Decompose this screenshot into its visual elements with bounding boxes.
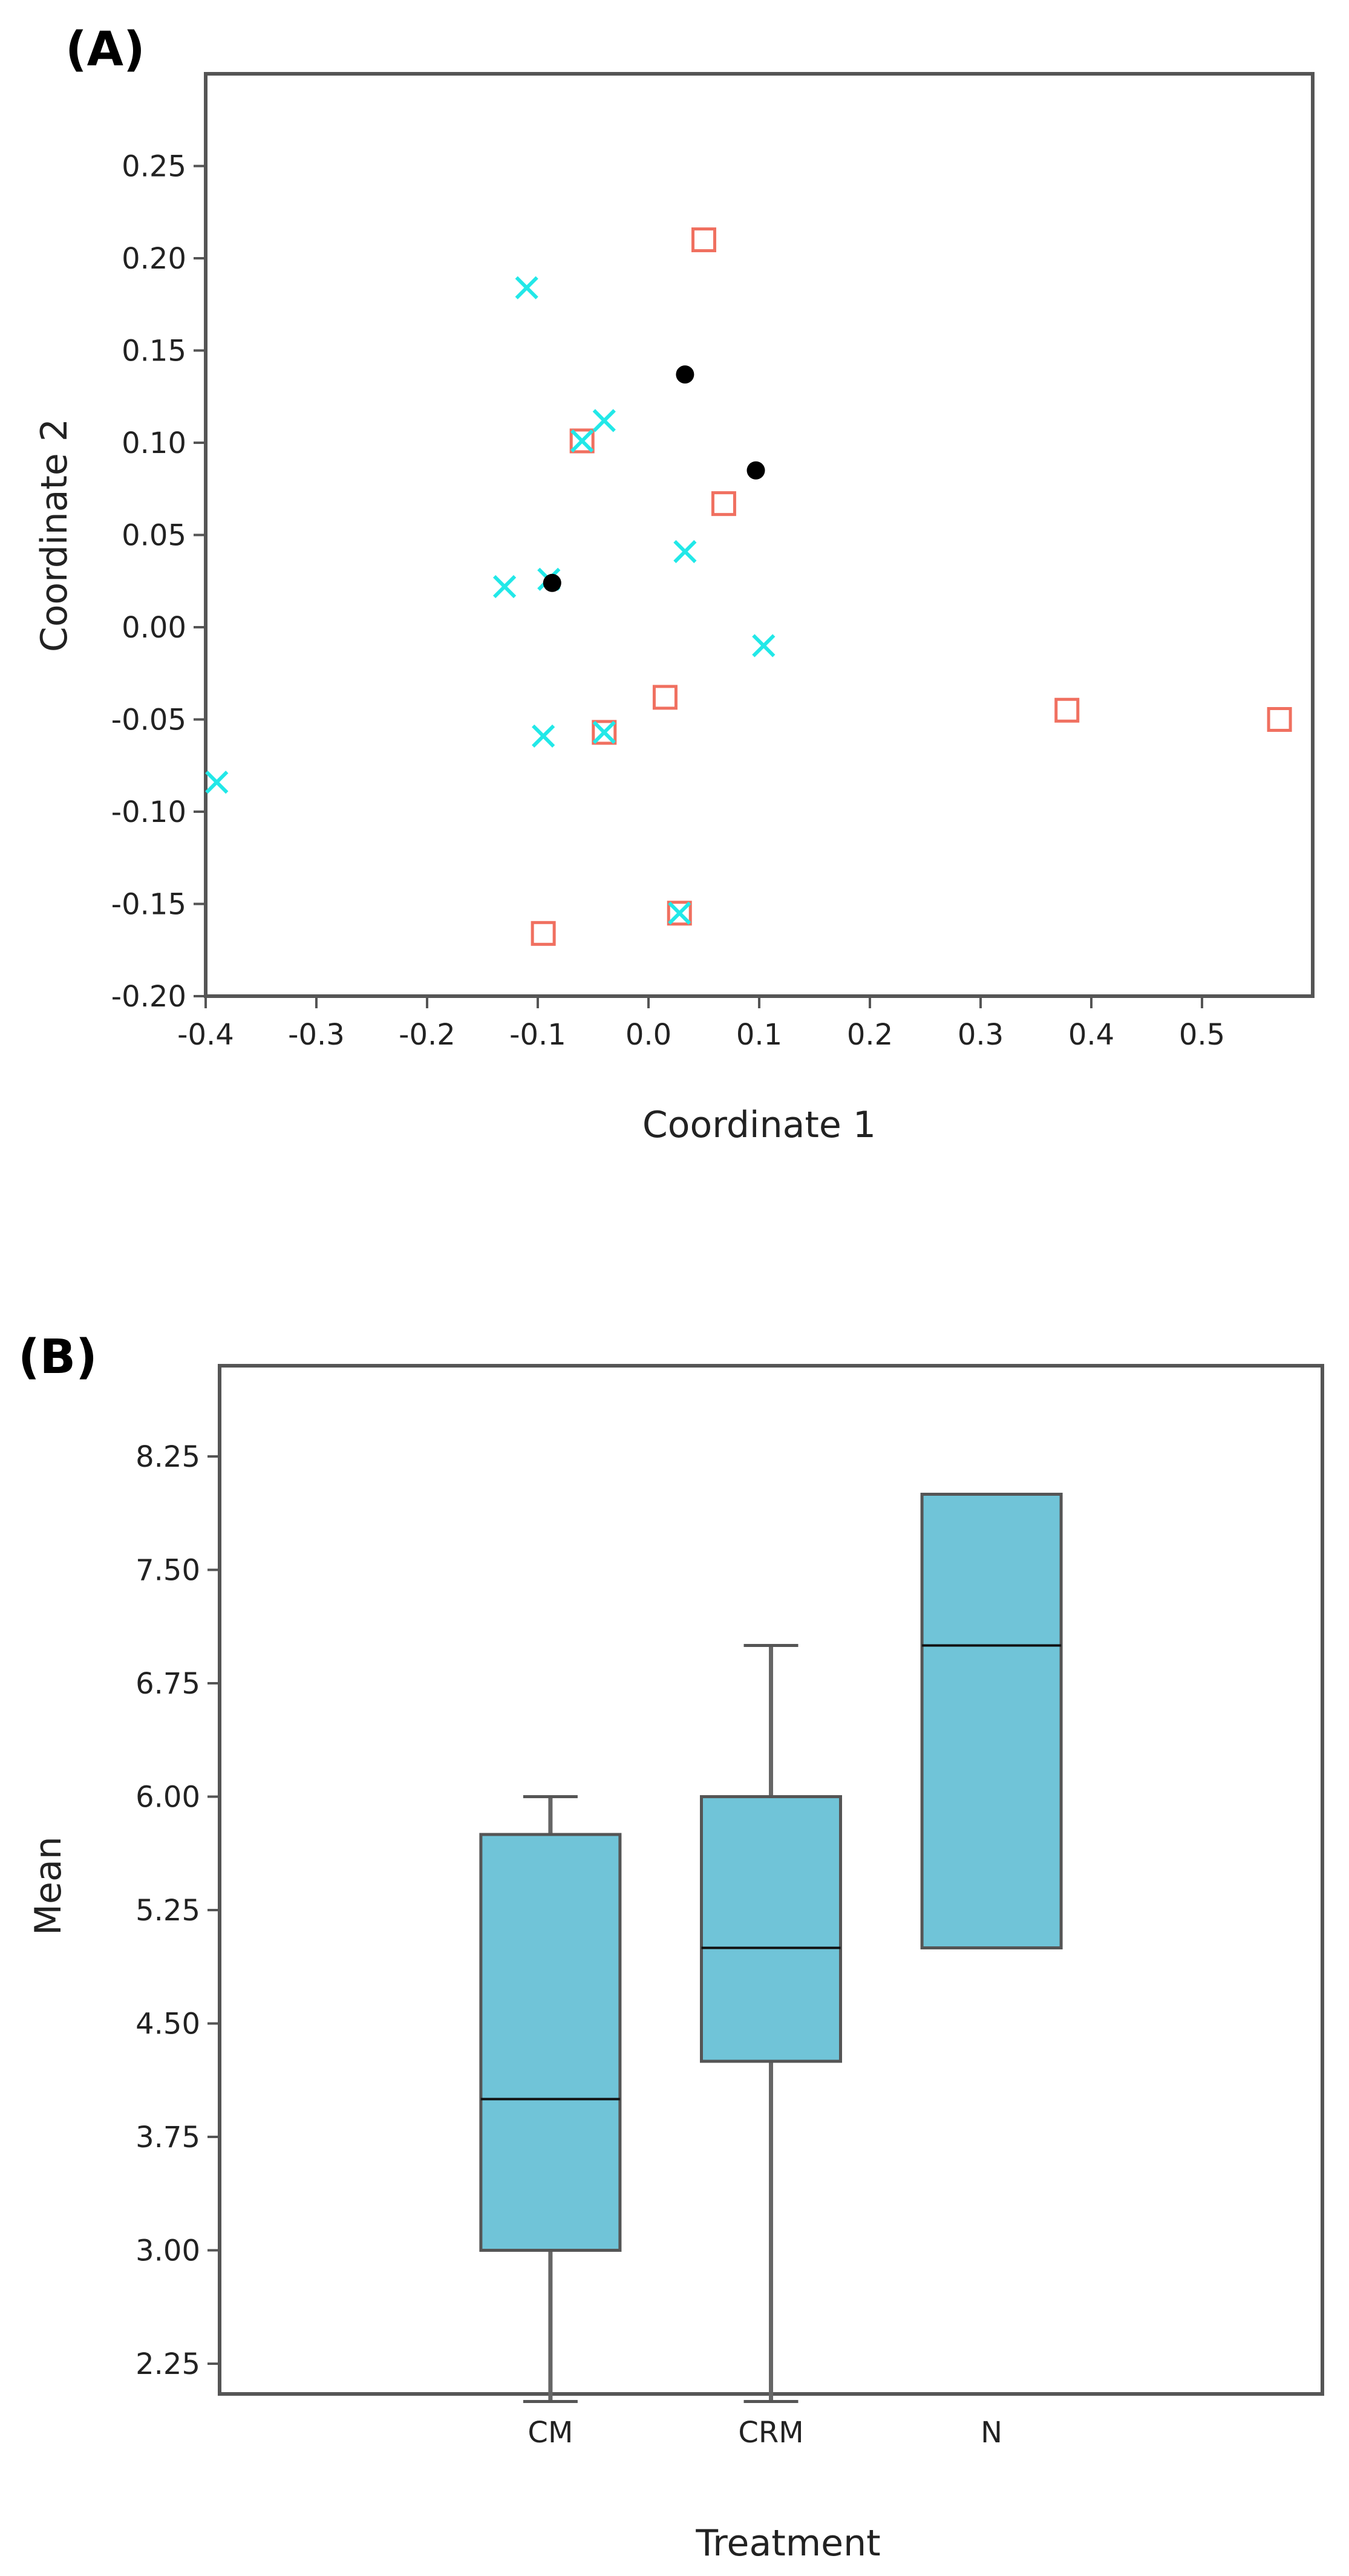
y-tick-label-b: 6.75 (136, 1667, 200, 1701)
box-cm (479, 1795, 622, 2403)
y-tick-label-b: 3.00 (136, 2234, 200, 2268)
dot-marker (676, 365, 694, 384)
x-tick-label-a: 0.4 (1068, 1018, 1114, 1052)
y-tick-label-a: 0.25 (122, 150, 186, 184)
x-tick-label-a: 0.5 (1179, 1018, 1225, 1052)
cross-stroke (532, 724, 555, 748)
square-marker (711, 491, 736, 517)
cross-marker (515, 276, 538, 299)
cross-stroke (592, 720, 616, 744)
y-tick-label-b: 6.00 (136, 1781, 200, 1815)
y-tick-label-a: 0.00 (122, 611, 186, 645)
panel-label-b: (B) (18, 1330, 97, 1384)
cross-stroke (673, 540, 697, 564)
plot-frame-a (204, 72, 1315, 998)
x-axis-ticks-a: -0.4 -0.3 -0.2 -0.1 0.0 0.1 0.2 0.3 0.4 0.5 (177, 996, 1225, 1052)
box-series (479, 1493, 1063, 2403)
x-axis-labels-b: CM CRM N (528, 2416, 1002, 2450)
y-tick-label-a: -0.05 (111, 703, 186, 737)
cross-stroke (492, 575, 517, 599)
box-iqr (920, 1493, 1063, 1949)
x-tick-label-a: -0.2 (399, 1018, 456, 1052)
square-marker (667, 901, 692, 926)
x-category-label: N (981, 2416, 1002, 2450)
square-marker (531, 921, 556, 946)
scatter-panel-a: (A) -0.4 -0.3 -0.2 -0.1 0.0 0.1 0.2 0.3 0.4 0.5 -… (33, 22, 1315, 1146)
x-axis-title-b: Treatment (695, 2522, 880, 2565)
y-axis-title-b: Mean (27, 1836, 70, 1935)
cross-stroke (515, 276, 538, 299)
x-tick-label-a: -0.1 (509, 1018, 566, 1052)
cross-stroke (205, 771, 229, 794)
cross-stroke (570, 429, 594, 453)
x-tick-label-a: -0.4 (177, 1018, 234, 1052)
x-tick-label-a: 0.2 (847, 1018, 893, 1052)
box-crm (700, 1644, 842, 2403)
cross-marker (752, 634, 776, 657)
cross-marker (592, 720, 616, 744)
x-tick-label-a: 0.1 (736, 1018, 782, 1052)
cross-marker (205, 771, 229, 794)
cross-marker (673, 540, 697, 564)
y-tick-label-b: 3.75 (136, 2121, 200, 2154)
x-category-label: CM (528, 2416, 573, 2450)
y-tick-label-a: 0.20 (122, 242, 186, 276)
cross-stroke (752, 634, 776, 657)
y-axis-ticks-b: 2.25 3.00 3.75 4.50 5.25 6.00 6.75 7.50 8.25 (136, 1440, 220, 2381)
square-marker (569, 428, 595, 454)
cross-stroke (668, 901, 691, 925)
x-tick-label-a: 0.0 (626, 1018, 671, 1052)
cross-stroke (592, 409, 616, 432)
y-axis-ticks-a: -0.20 -0.15 -0.10 -0.05 0.00 0.05 0.10 0.15 0.20… (111, 150, 206, 1014)
cross-marker (532, 724, 555, 748)
square-marker (1054, 697, 1080, 723)
square-marker (592, 720, 617, 745)
y-tick-label-b: 5.25 (136, 1894, 200, 1928)
x-category-label: CRM (738, 2416, 803, 2450)
y-tick-label-a: 0.10 (122, 426, 186, 460)
y-axis-title-a: Coordinate 2 (33, 419, 76, 652)
x-tick-label-a: -0.3 (288, 1018, 345, 1052)
dot-marker (746, 461, 765, 480)
x-tick-label-a: 0.3 (958, 1018, 1004, 1052)
y-tick-label-b: 7.50 (136, 1554, 200, 1588)
dot-marker (543, 573, 561, 592)
panel-label-a: (A) (65, 22, 145, 77)
scatter-points (205, 227, 1292, 946)
cross-marker (668, 901, 691, 925)
square-marker (691, 227, 716, 252)
cross-marker (492, 575, 517, 599)
x-axis-title-a: Coordinate 1 (642, 1104, 876, 1146)
cross-marker (592, 409, 616, 432)
box-n (920, 1493, 1063, 1949)
y-tick-label-a: -0.20 (111, 980, 186, 1014)
y-tick-label-b: 8.25 (136, 1440, 200, 1474)
box-iqr (700, 1795, 842, 2063)
square-marker (1267, 707, 1292, 732)
y-tick-label-a: 0.05 (122, 519, 186, 553)
y-tick-label-a: -0.10 (111, 795, 186, 829)
box-iqr (479, 1833, 622, 2252)
y-tick-label-a: 0.15 (122, 334, 186, 368)
y-tick-label-b: 4.50 (136, 2007, 200, 2041)
y-tick-label-a: -0.15 (111, 888, 186, 922)
square-marker (652, 685, 678, 710)
cross-marker (570, 429, 594, 453)
boxplot-panel-b: (B) 2.25 3.00 3.75 4.50 5.25 6.00 6.75 7.50 8.25… (18, 1330, 1324, 2565)
y-tick-label-b: 2.25 (136, 2347, 200, 2381)
